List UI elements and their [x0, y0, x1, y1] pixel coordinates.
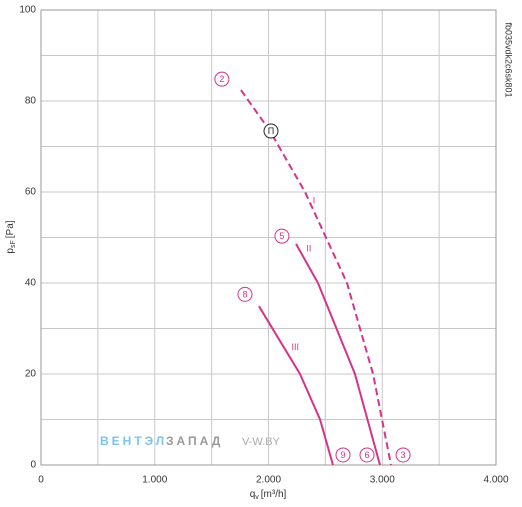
annotation-circle — [214, 71, 230, 87]
curve-label: I — [313, 195, 316, 205]
y-axis-label: psF[Pa] — [5, 220, 17, 253]
y-tick-label: 20 — [25, 369, 37, 380]
grid — [40, 9, 497, 466]
chart-code: fb035vdk2c6sk801 — [504, 22, 514, 97]
x-tick-label: 2.000 — [256, 475, 281, 486]
y-tick-label: 60 — [25, 187, 37, 198]
y-tick-label: 100 — [19, 5, 36, 16]
annotation-label: 6 — [364, 450, 369, 460]
annotation-label: 9 — [340, 450, 345, 460]
fan-curve — [258, 305, 334, 466]
annotation-label: П — [268, 126, 274, 136]
x-axis-label: qv [m³/h] — [250, 489, 287, 501]
annotation-circle — [359, 447, 375, 463]
y-tick-label: 80 — [25, 96, 37, 107]
fan-curve — [295, 243, 381, 466]
y-tick-label: 40 — [25, 278, 37, 289]
x-tick-label: 1.000 — [142, 475, 167, 486]
watermark: V-W.BY — [242, 436, 281, 448]
watermark: ВЕНТЭЛ — [100, 434, 167, 448]
annotation-label: 3 — [401, 450, 406, 460]
annotation-circle — [395, 447, 411, 463]
watermark: ЗАПАД — [166, 434, 223, 448]
annotation-circle — [274, 228, 290, 244]
fan-curve — [240, 89, 392, 466]
x-tick-label: 3.000 — [370, 475, 395, 486]
annotation-label: 5 — [279, 231, 284, 241]
y-tick-label: 0 — [30, 460, 36, 471]
annotation-label: 2 — [219, 74, 224, 84]
annotation-circle — [263, 123, 279, 139]
annotation-label: 8 — [242, 289, 247, 299]
curve-label: III — [291, 342, 299, 352]
x-tick-label: 0 — [38, 475, 44, 486]
curve-label: II — [306, 243, 311, 253]
annotation-circle — [237, 286, 253, 302]
x-tick-label: 4.000 — [483, 475, 508, 486]
plot-frame — [40, 9, 497, 466]
annotation-circle — [335, 447, 351, 463]
